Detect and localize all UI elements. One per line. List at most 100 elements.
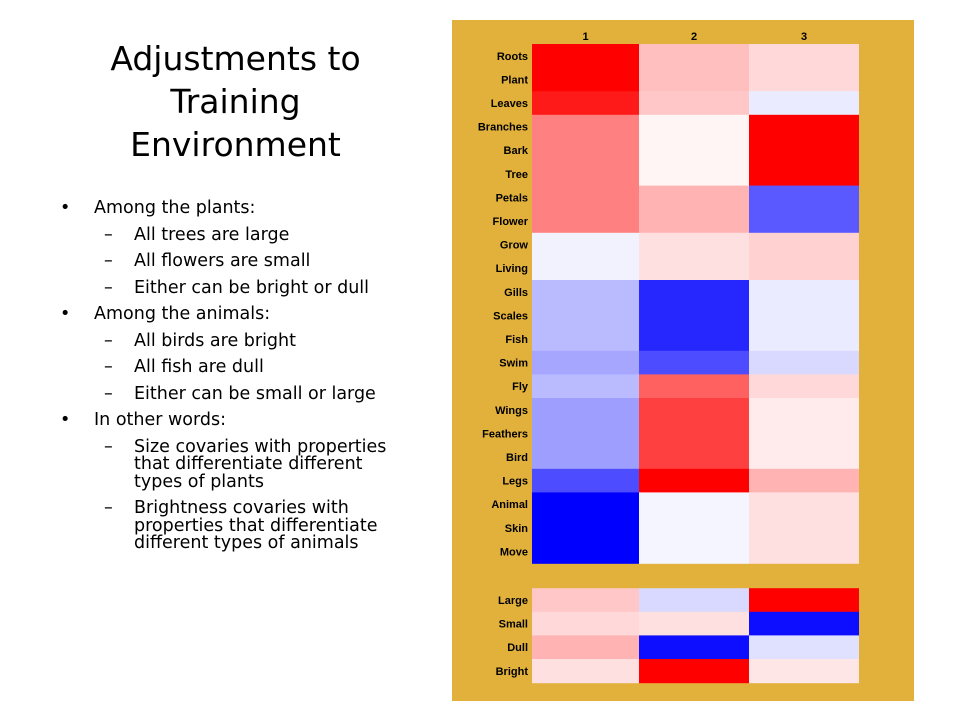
column-labels: 1 2 3 <box>582 31 807 43</box>
bullet-item: • Among the plants: <box>60 198 400 218</box>
row-labels: Roots Plant Leaves Branches Bark Tree Petals Fl… <box>478 51 529 678</box>
heatmap-cell <box>532 350 639 375</box>
heatmap-cell <box>749 303 859 328</box>
bullet-mark: • <box>60 198 71 218</box>
row-label: Skin <box>505 523 529 535</box>
row-label: Move <box>500 546 528 558</box>
heatmap-cell <box>639 350 749 375</box>
heatmap-cell <box>532 209 639 234</box>
row-label: Plant <box>501 74 528 86</box>
heatmap-cell <box>749 611 859 636</box>
heatmap-cell <box>639 588 749 613</box>
heatmap-cell <box>749 539 859 564</box>
heatmap-cell <box>532 91 639 116</box>
heatmap-cell <box>639 67 749 92</box>
heatmap-cell <box>639 516 749 541</box>
column-label: 2 <box>691 31 697 43</box>
heatmap-cell <box>639 398 749 423</box>
heatmap-cell <box>749 468 859 493</box>
heatmap-cell <box>639 421 749 446</box>
heatmap-cell <box>639 327 749 352</box>
dash-mark: – <box>104 498 113 518</box>
heatmap-cell <box>749 67 859 92</box>
sub-bullet-item: – Brightness covaries with properties tha… <box>60 498 400 553</box>
row-label: Bright <box>496 666 529 678</box>
row-label: Fish <box>505 334 528 346</box>
slide-title-line-1: Adjustments to <box>110 39 361 78</box>
bullet-list: • Among the plants: – All trees are large … <box>60 198 400 562</box>
sub-bullet-text: All flowers are small <box>134 251 311 271</box>
heatmap-cell <box>749 659 859 684</box>
heatmap-cell <box>532 445 639 470</box>
slide-title: Adjustments to Training Environment <box>78 38 393 167</box>
slide-title-line-3: Environment <box>130 124 341 164</box>
sub-bullet-item: – Either can be bright or dull <box>60 279 400 298</box>
heatmap-cell <box>639 162 749 187</box>
heatmap-cell <box>532 468 639 493</box>
column-label: 1 <box>582 31 588 43</box>
heatmap-cell <box>749 398 859 423</box>
row-label: Legs <box>502 476 528 488</box>
column-label: 3 <box>801 31 807 43</box>
heatmap-cell <box>749 588 859 613</box>
heatmap-cell <box>639 303 749 328</box>
row-label: Dull <box>507 642 528 654</box>
row-label: Bird <box>506 452 528 464</box>
row-label: Petals <box>496 192 528 204</box>
row-label: Fly <box>512 381 529 393</box>
dash-mark: – <box>104 383 113 404</box>
heatmap-cell <box>749 374 859 399</box>
bullet-item: • Among the animals: <box>60 304 400 324</box>
heatmap-cell <box>532 185 639 210</box>
row-label: Bark <box>504 145 529 157</box>
dash-mark: – <box>104 436 113 457</box>
heatmap-cell <box>749 232 859 257</box>
sub-bullet-item: – Size covaries with properties that diff… <box>60 436 400 492</box>
bullet-item: • In other words: <box>60 410 400 430</box>
bullet-text: In other words: <box>94 410 227 430</box>
heatmap-cell <box>532 280 639 305</box>
heatmap-cell <box>749 421 859 446</box>
heatmap-cell <box>532 232 639 257</box>
sub-bullet-item: – All birds are bright <box>60 330 400 351</box>
sub-bullet-text: All fish are dull <box>134 357 264 377</box>
row-label: Leaves <box>491 98 528 110</box>
bullet-text: Among the animals: <box>94 304 271 324</box>
heatmap-cell <box>639 256 749 281</box>
dash-mark: – <box>104 251 113 271</box>
sub-bullet-item: – Either can be small or large <box>60 383 400 404</box>
heatmap-cell <box>749 350 859 375</box>
heatmap-cell <box>532 492 639 517</box>
row-label: Scales <box>493 310 528 322</box>
sub-bullet-text: All birds are bright <box>134 330 296 351</box>
sub-bullet-item: – All flowers are small <box>60 251 400 271</box>
sub-bullet-item: – All trees are large <box>60 224 400 245</box>
heatmap-cell <box>639 635 749 660</box>
sub-bullet-item: – All fish are dull <box>60 357 400 377</box>
sub-bullet-text: Brightness covaries with properties that… <box>134 498 378 553</box>
row-label: Swim <box>499 358 528 370</box>
heatmap-cell <box>749 280 859 305</box>
row-label: Living <box>496 263 528 275</box>
heatmap-cell <box>749 445 859 470</box>
heatmap-cell <box>639 445 749 470</box>
heatmap-cell <box>532 327 639 352</box>
heatmap-cell <box>532 303 639 328</box>
row-label: Feathers <box>482 428 528 440</box>
heatmap-cell <box>749 516 859 541</box>
sub-bullet-text: All trees are large <box>134 224 290 245</box>
sub-bullet-text: Size covaries with properties that diffe… <box>134 436 387 492</box>
bullet-mark: • <box>60 410 71 430</box>
heatmap-cell <box>749 635 859 660</box>
row-label: Tree <box>505 169 528 181</box>
row-label: Small <box>499 619 528 631</box>
heatmap-cell <box>639 659 749 684</box>
heatmap-cell <box>639 468 749 493</box>
heatmap-cell <box>639 492 749 517</box>
row-label: Roots <box>497 51 528 63</box>
heatmap-cell <box>639 209 749 234</box>
heatmap-cell <box>639 91 749 116</box>
row-label: Wings <box>495 405 528 417</box>
heatmap-cell <box>532 659 639 684</box>
heatmap-cell <box>639 44 749 69</box>
